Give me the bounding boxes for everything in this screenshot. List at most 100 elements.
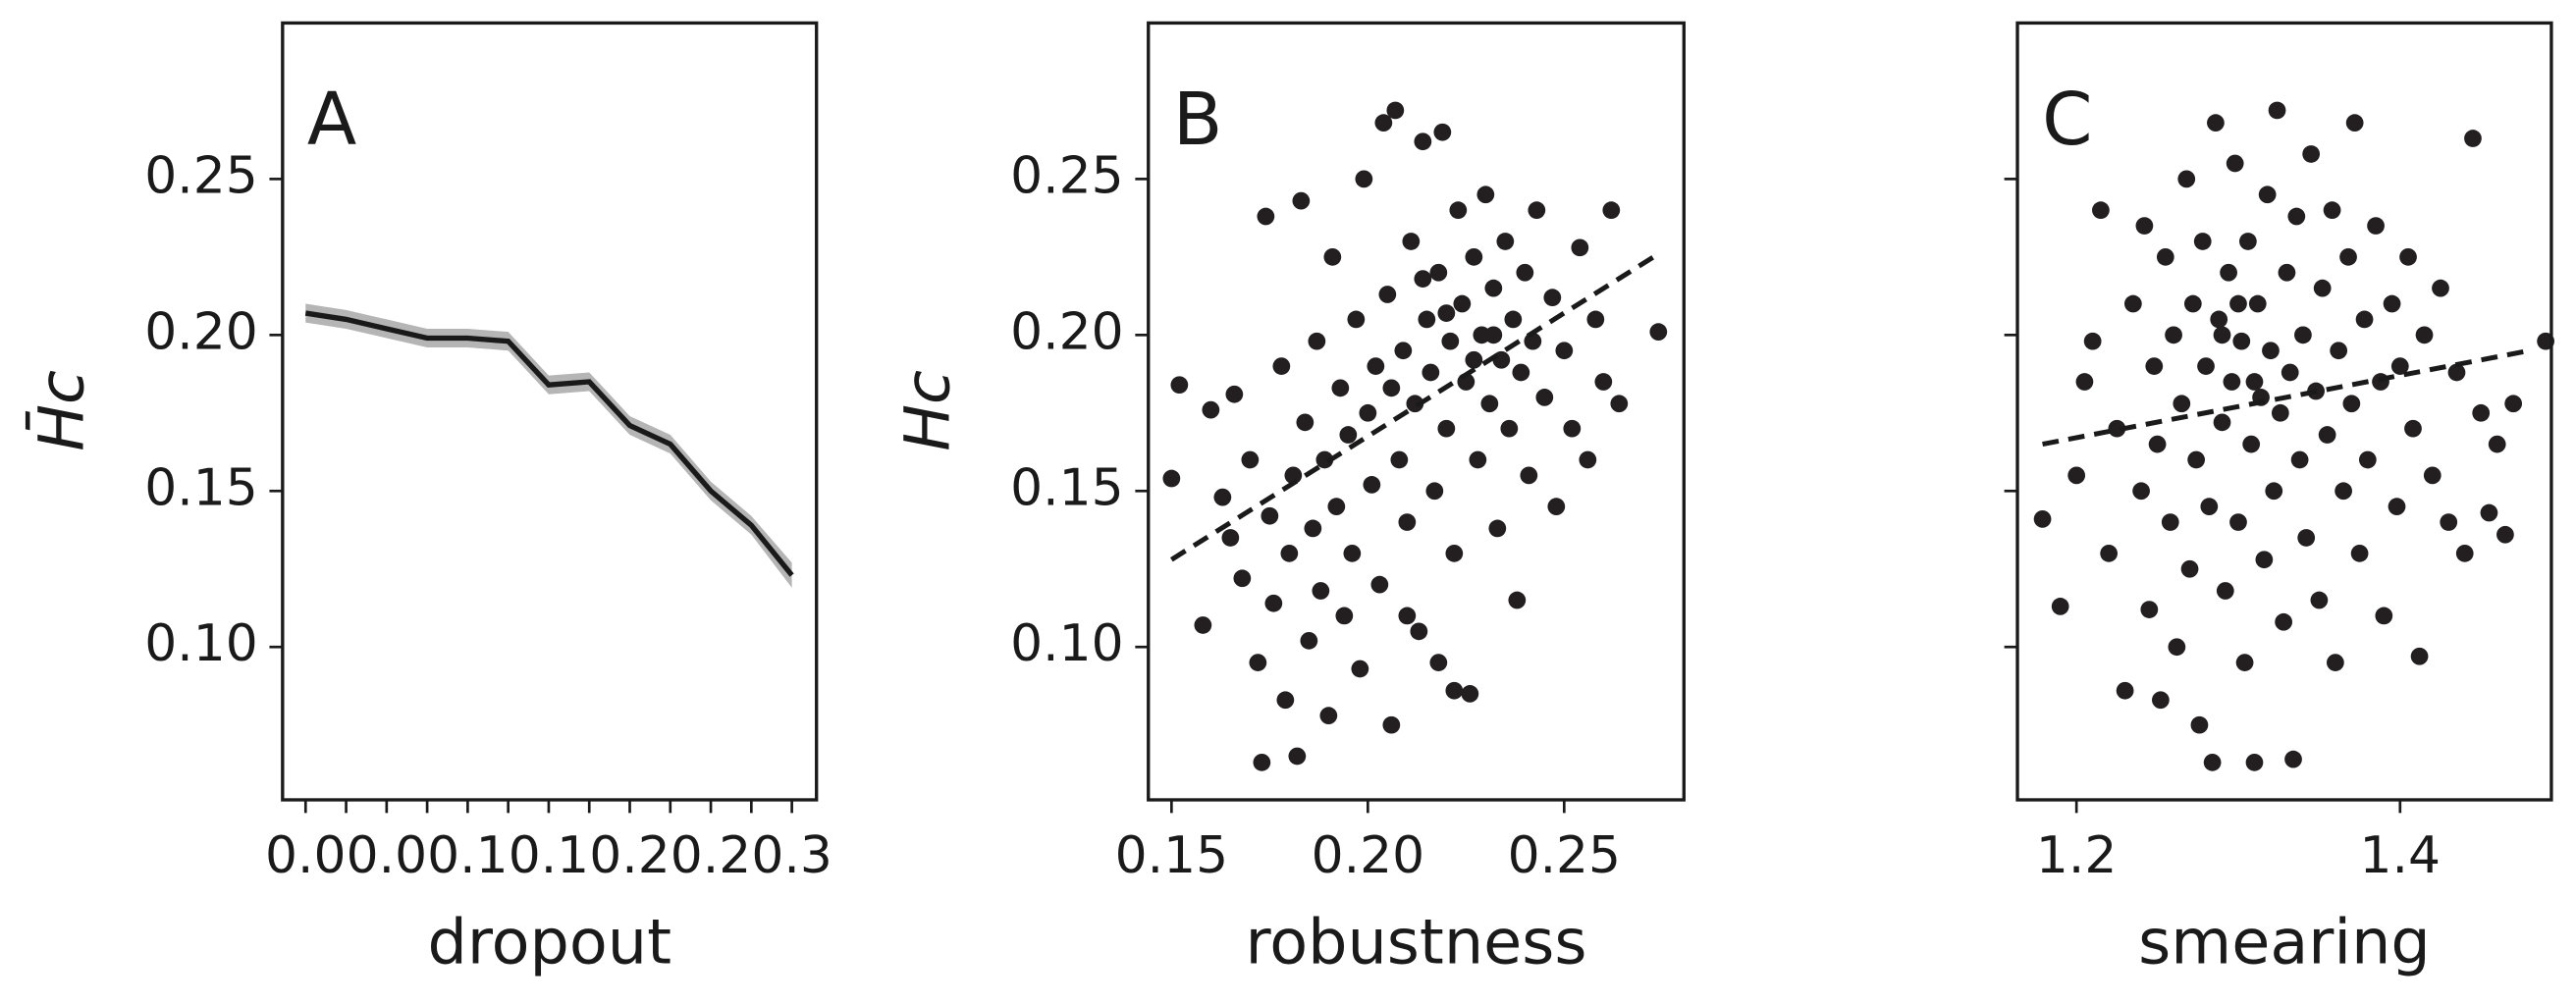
point — [2235, 654, 2254, 671]
point — [2447, 363, 2466, 382]
point — [1414, 270, 1432, 288]
point — [2472, 403, 2491, 422]
point — [2423, 466, 2442, 485]
point — [1594, 373, 1613, 391]
point — [1571, 238, 1589, 257]
point — [2183, 294, 2202, 313]
panel-label: A — [307, 79, 356, 162]
point — [1170, 376, 1189, 395]
point — [2330, 342, 2348, 360]
point — [2145, 357, 2164, 375]
point — [1367, 357, 1385, 375]
point — [1370, 575, 1389, 594]
point — [1378, 286, 1397, 303]
point — [1508, 591, 1527, 609]
point — [1233, 569, 1252, 588]
y-tick-label: 0.25 — [1010, 146, 1123, 205]
point — [2067, 466, 2086, 485]
point — [2284, 750, 2302, 768]
y-axis-label: Hc — [890, 370, 963, 451]
point — [1425, 482, 1444, 501]
point — [1288, 747, 1307, 766]
x-tick-label: 0.20 — [1312, 826, 1424, 885]
point — [1437, 304, 1456, 322]
point — [2504, 395, 2523, 413]
point — [2116, 681, 2134, 700]
point — [2318, 426, 2336, 444]
point — [1296, 413, 1315, 432]
point — [2355, 310, 2374, 329]
point — [1382, 715, 1401, 734]
point — [1441, 332, 1460, 350]
point — [2242, 435, 2261, 453]
x-tick-label: 0.0 — [347, 826, 427, 885]
point — [2302, 145, 2321, 163]
point — [1418, 310, 1436, 329]
axes-frame — [2015, 21, 2553, 802]
point — [2223, 373, 2241, 391]
point — [2342, 395, 2361, 413]
point — [1355, 170, 1373, 188]
point — [1312, 582, 1330, 600]
point — [2187, 450, 2206, 469]
point — [2213, 413, 2231, 432]
point — [1308, 332, 1326, 350]
point — [1335, 607, 1354, 625]
point — [1261, 506, 1279, 525]
point — [1610, 395, 1629, 413]
x-axis-label: dropout — [428, 906, 671, 978]
point — [2092, 201, 2110, 220]
x-tick-label: 0.15 — [1115, 826, 1228, 885]
x-tick-label: 1.2 — [2036, 826, 2117, 885]
x-tick-label: 0.0 — [265, 826, 346, 885]
point — [1363, 476, 1381, 494]
point — [2245, 753, 2264, 771]
point — [1579, 450, 1597, 469]
point — [1272, 357, 1291, 375]
point — [1253, 753, 1271, 771]
point — [1374, 114, 1393, 132]
point — [2297, 529, 2316, 547]
point — [1225, 385, 1244, 403]
point — [2083, 332, 2102, 350]
point — [1343, 544, 1362, 562]
x-tick-label: 0.3 — [751, 826, 832, 885]
y-tick-label: 0.20 — [1010, 302, 1123, 361]
y-tick-label: 0.20 — [144, 302, 257, 361]
point — [1445, 681, 1464, 700]
point — [2339, 247, 2357, 266]
axes-frame — [281, 21, 819, 802]
point — [1496, 233, 1515, 250]
point — [1414, 132, 1432, 151]
point — [2156, 247, 2174, 266]
point — [2180, 559, 2199, 578]
point — [1484, 279, 1503, 297]
x-tick-label: 0.1 — [427, 826, 508, 885]
point — [2415, 326, 2434, 344]
point — [2294, 326, 2312, 344]
point — [2388, 498, 2406, 516]
point — [2132, 482, 2150, 501]
point — [1194, 616, 1212, 634]
point — [1433, 123, 1452, 141]
point — [2313, 279, 2332, 297]
point — [2140, 601, 2159, 618]
point — [1241, 450, 1260, 469]
point — [1410, 622, 1428, 641]
x-tick-label: 1.4 — [2360, 826, 2441, 885]
point — [2440, 513, 2458, 531]
point — [2173, 395, 2191, 413]
point — [1429, 263, 1448, 282]
point — [1300, 631, 1318, 650]
point — [1528, 201, 1546, 220]
point — [1398, 607, 1417, 625]
point — [1398, 513, 1417, 531]
point — [2271, 403, 2289, 422]
point — [1469, 450, 1487, 469]
x-axis-label: robustness — [1246, 906, 1587, 978]
point — [1422, 363, 1440, 382]
point — [2334, 482, 2352, 501]
point — [2464, 130, 2482, 147]
point — [1221, 529, 1240, 547]
